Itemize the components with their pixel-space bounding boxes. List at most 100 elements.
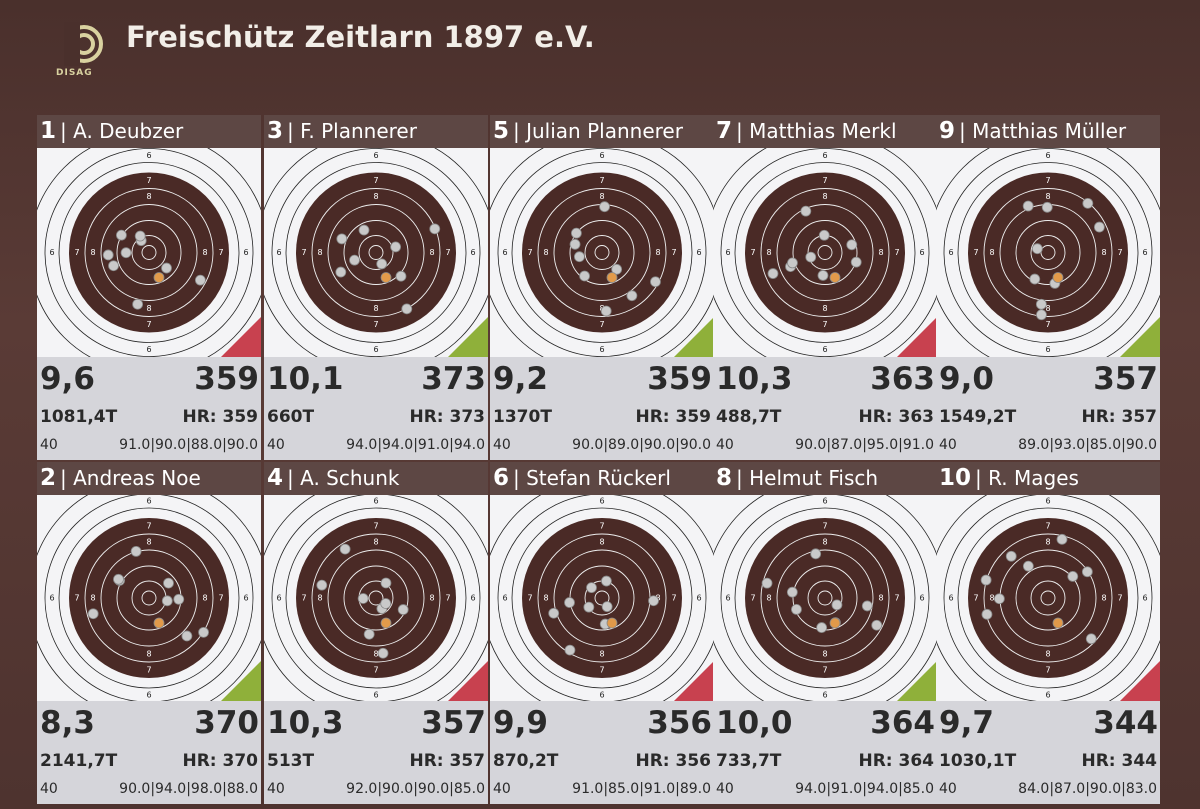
ring-label: 6 <box>1045 345 1050 354</box>
shot <box>1081 566 1093 578</box>
shot <box>850 256 862 268</box>
ring-label: 8 <box>146 192 151 201</box>
shot <box>102 249 114 261</box>
ring-label: 8 <box>989 248 994 257</box>
ring-label: 7 <box>822 320 827 329</box>
black-area <box>296 518 456 678</box>
shooter-card: 5| Julian Plannerer6666777788889,2359137… <box>490 115 714 460</box>
ring-label: 6 <box>822 151 827 160</box>
ring <box>776 549 874 647</box>
ring-label: 6 <box>49 594 54 603</box>
ring-label: 6 <box>948 248 953 257</box>
shot <box>1022 560 1034 572</box>
total: 363 <box>870 361 935 397</box>
shot <box>87 608 99 620</box>
high-ring: HR: 359 <box>182 407 258 427</box>
total: 359 <box>647 361 712 397</box>
shot <box>600 305 612 317</box>
last-shot <box>380 272 392 283</box>
ring <box>343 565 409 631</box>
ring-label: 7 <box>894 248 899 257</box>
target: 6 6 6 6 7 7 7 7 8 8 8 8 <box>713 495 937 701</box>
shot <box>805 251 817 263</box>
name-bar: 8 | Helmut Fisch <box>713 462 937 495</box>
shot <box>871 619 883 631</box>
stats: 9,0 357 1549,2T HR: 357 40 89.0|93.0|85.0|90.… <box>936 357 1160 460</box>
name-bar: 6 | Stefan Rückerl <box>490 462 714 495</box>
ring-label: 7 <box>146 666 151 675</box>
rank: 10 <box>939 465 972 491</box>
rank: 7 <box>716 118 733 144</box>
shot <box>1056 533 1068 545</box>
teiler: 513T <box>267 751 315 771</box>
ring <box>311 533 441 663</box>
ring <box>497 495 707 701</box>
rank: 9 <box>939 118 956 144</box>
target: 6 6 6 6 7 7 7 7 8 8 8 8 <box>936 148 1160 357</box>
shot-count: 40 <box>267 437 285 453</box>
series: 90.0|87.0|95.0|91.0 <box>795 437 934 453</box>
ring-label: 6 <box>919 248 924 257</box>
ring-label: 6 <box>146 151 151 160</box>
shot <box>817 270 829 281</box>
ring-label: 7 <box>146 176 151 185</box>
ring <box>285 162 467 343</box>
ring-label: 8 <box>822 304 827 313</box>
ring-label: 6 <box>470 594 475 603</box>
corner-flag <box>448 661 488 701</box>
teiler: 1030,1T <box>939 751 1017 771</box>
ring <box>943 148 1153 357</box>
ring-label: 8 <box>1045 304 1050 313</box>
shot <box>1005 550 1017 562</box>
black-area <box>522 518 682 678</box>
rank: 8 <box>716 465 733 491</box>
ring-label: 6 <box>822 345 827 354</box>
ring-label: 6 <box>1142 248 1147 257</box>
shot <box>429 223 441 235</box>
logo-text: DISAG <box>56 68 93 78</box>
teiler: 733,7T <box>716 751 782 771</box>
shot <box>161 595 173 607</box>
target: 6 6 6 6 7 7 7 7 8 8 8 8 <box>713 148 937 357</box>
shot-count: 40 <box>939 781 957 797</box>
shot <box>363 628 375 640</box>
rank: 4 <box>267 465 284 491</box>
ring-label: 8 <box>317 248 322 257</box>
ring <box>358 235 394 270</box>
ring <box>1040 590 1056 606</box>
high-ring: HR: 357 <box>1081 407 1157 427</box>
last-shot-value: 10,3 <box>716 361 793 397</box>
stats: 9,6 359 1081,4T HR: 359 40 91.0|90.0|88.0|90.… <box>37 357 261 460</box>
total: 344 <box>1093 705 1158 741</box>
last-shot <box>380 617 392 629</box>
ring-label: 7 <box>301 594 306 603</box>
last-shot-value: 9,2 <box>493 361 548 397</box>
corner-flag <box>897 661 937 701</box>
ring <box>141 245 157 260</box>
shot <box>548 607 560 619</box>
ring-label: 8 <box>317 594 322 603</box>
ring <box>983 188 1113 317</box>
ring-label: 7 <box>74 248 79 257</box>
stats: 9,9 356 870,2T HR: 356 40 91.0|85.0|91.0|89.0 <box>490 701 714 804</box>
shot <box>339 543 351 555</box>
ring-label: 6 <box>1045 691 1050 700</box>
ring-label: 6 <box>373 151 378 160</box>
ring-label: 7 <box>1045 320 1050 329</box>
shot <box>786 586 798 598</box>
ring <box>58 507 240 689</box>
ring-label: 7 <box>1045 666 1050 675</box>
ring-label: 7 <box>373 176 378 185</box>
shot-count: 40 <box>716 437 734 453</box>
title: Freischütz Zeitlarn 1897 e.V. <box>126 20 595 54</box>
shot <box>570 227 582 239</box>
ring-label: 6 <box>822 691 827 700</box>
stats: 10,3 363 488,7T HR: 363 40 90.0|87.0|95.0|91.… <box>713 357 937 460</box>
ring-label: 8 <box>878 248 883 257</box>
ring <box>983 533 1113 663</box>
shot <box>993 593 1005 605</box>
ring-label: 7 <box>599 176 604 185</box>
total: 356 <box>647 705 712 741</box>
shot <box>1093 221 1105 233</box>
ring-label: 6 <box>146 497 151 506</box>
